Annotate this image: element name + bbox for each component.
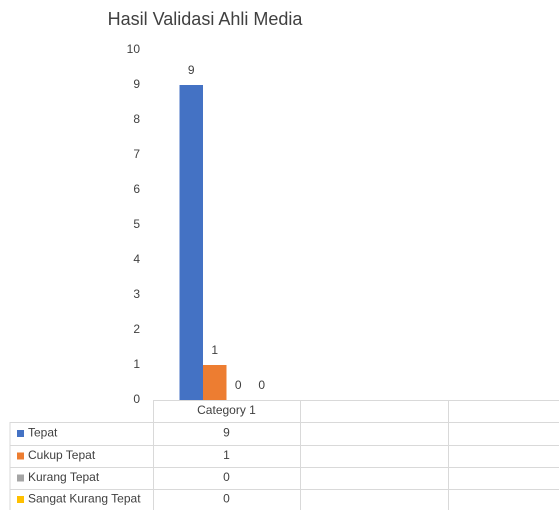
legend-label: Tepat [28, 426, 58, 440]
legend-label: Cukup Tepat [28, 448, 96, 462]
legend-swatch [17, 452, 24, 460]
y-tick-label: 2 [133, 322, 140, 336]
table-value: 0 [223, 492, 230, 506]
legend-swatch [17, 496, 24, 503]
y-tick-label: 4 [133, 252, 140, 266]
data-label: 9 [188, 63, 195, 77]
y-tick-label: 8 [133, 112, 140, 126]
bar [179, 85, 203, 400]
table-value: 0 [223, 470, 230, 484]
data-table-grid [9, 400, 559, 510]
legend-swatch [17, 474, 24, 482]
data-label: 0 [258, 378, 265, 392]
y-tick-label: 10 [127, 42, 141, 56]
data-label: 0 [235, 378, 242, 392]
legend-label: Sangat Kurang Tepat [28, 492, 141, 506]
legend-label: Kurang Tepat [28, 470, 100, 484]
table-value: 9 [223, 426, 230, 440]
legend-swatch [17, 430, 24, 437]
y-tick-label: 7 [133, 147, 140, 161]
y-tick-label: 6 [133, 182, 140, 196]
y-tick-label: 9 [133, 77, 140, 91]
y-tick-label: 1 [133, 357, 140, 371]
bar [203, 365, 227, 400]
chart-title: Hasil Validasi Ahli Media [108, 9, 304, 29]
x-tick-label: Category 1 [197, 403, 256, 417]
data-label: 1 [211, 343, 218, 357]
y-tick-label: 3 [133, 287, 140, 301]
table-value: 1 [223, 448, 230, 462]
y-tick-label: 0 [133, 392, 140, 406]
y-tick-label: 5 [133, 217, 140, 231]
